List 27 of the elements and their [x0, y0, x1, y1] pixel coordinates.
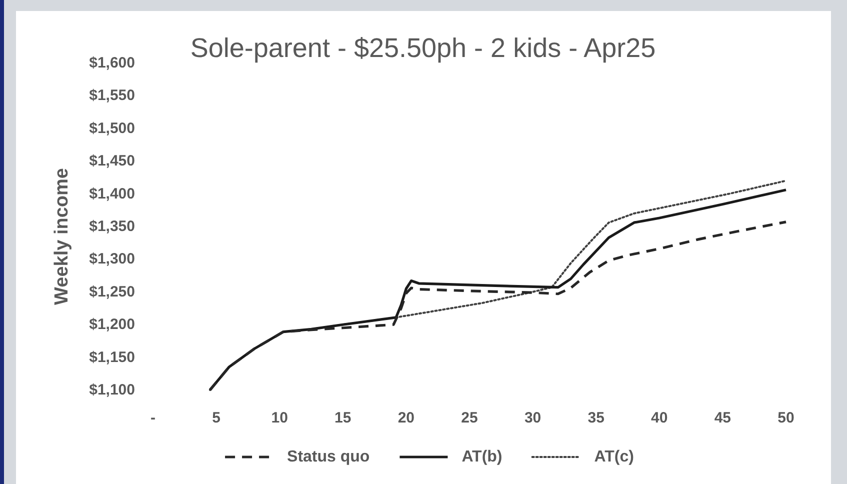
legend-label: AT(c): [594, 448, 634, 466]
y-tick-label: $1,500: [89, 120, 135, 137]
y-tick-label: $1,350: [89, 218, 135, 235]
y-tick-label: $1,400: [89, 185, 135, 202]
y-tick-label: $1,150: [89, 348, 135, 366]
x-tick-label: -: [150, 410, 156, 426]
x-tick-label: 30: [524, 410, 542, 426]
y-tick-label: $1,200: [89, 316, 135, 334]
y-axis-title: Weekly income: [52, 168, 72, 305]
x-tick-label: 40: [651, 410, 668, 426]
y-tick-label: $1,450: [89, 152, 135, 170]
x-tick-label: 5: [212, 410, 220, 426]
x-tick-label: 20: [398, 410, 415, 426]
legend-label: Status quo: [287, 448, 370, 466]
x-tick-label: 45: [714, 410, 732, 426]
y-tick-label: $1,550: [89, 87, 135, 104]
y-tick-label: $1,600: [89, 54, 135, 72]
y-tick-label: $1,250: [89, 283, 135, 300]
x-tick-label: 15: [334, 410, 352, 426]
x-tick-label: 10: [271, 410, 288, 426]
chart-title: Sole-parent - $25.50ph - 2 kids - Apr25: [190, 33, 656, 63]
x-tick-label: 35: [588, 410, 604, 426]
x-tick-label: 25: [461, 410, 478, 426]
legend-label: AT(b): [462, 448, 502, 466]
y-tick-label: $1,300: [89, 250, 135, 268]
y-tick-label: $1,100: [89, 382, 135, 398]
x-tick-label: 50: [778, 410, 794, 426]
